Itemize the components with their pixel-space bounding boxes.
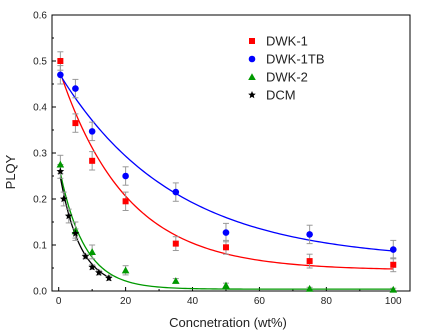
point-dwk-1: [222, 244, 229, 251]
point-dwk-2: [389, 285, 398, 293]
legend-label: DWK-2: [266, 70, 308, 85]
legend-marker-dcm: [248, 91, 256, 99]
fit-curve-dcm: [59, 177, 110, 278]
point-dcm: [95, 268, 103, 276]
point-dwk-2: [88, 248, 96, 255]
error-bars: [57, 51, 397, 292]
x-tick-label: 80: [321, 296, 333, 307]
y-tick-label: 0.4: [33, 103, 47, 114]
axes: 0 20 40 60 80 100 0.0 0.1 0.2 0.3 0.4 0.5 0.6: [33, 11, 411, 307]
y-axis-label: PLQY: [3, 154, 18, 189]
point-dwk-1: [72, 120, 79, 127]
point-dwk-2: [305, 284, 314, 292]
y-tick-label: 0.5: [33, 57, 47, 68]
point-dcm: [81, 252, 90, 260]
point-dwk-1: [172, 240, 179, 247]
x-tick-label: 60: [254, 296, 266, 307]
data-points: [56, 58, 398, 293]
y-tick-label: 0.3: [33, 149, 47, 160]
point-dwk-1: [306, 258, 313, 265]
x-axis-label: Concnetration (wt%): [169, 315, 287, 330]
point-dwk-2: [171, 277, 180, 284]
point-dwk-1: [390, 261, 397, 268]
point-dwk-1tb: [57, 71, 64, 79]
point-dwk-1: [122, 198, 129, 205]
y-tick-label: 0.2: [33, 195, 47, 206]
x-tick-label: 0: [56, 296, 62, 307]
point-dwk-1tb: [122, 172, 129, 180]
x-tick-label: 40: [187, 296, 199, 307]
point-dwk-1tb: [88, 128, 96, 135]
point-dwk-1: [89, 157, 96, 164]
point-dwk-1tb: [389, 246, 397, 253]
legend-marker-dwk-1: [249, 38, 255, 44]
point-dwk-1tb: [222, 229, 230, 236]
legend: DWK-1 DWK-1TB DWK-2 DCM: [248, 34, 325, 103]
point-dwk-1tb: [72, 85, 79, 92]
y-tick-label: 0.6: [33, 11, 47, 22]
legend-label: DWK-1TB: [266, 52, 325, 67]
fit-curve-dwk-1: [59, 72, 394, 270]
point-dcm: [56, 167, 65, 175]
y-tick-label: 0.0: [33, 287, 47, 298]
point-dcm: [71, 229, 80, 237]
point-dcm: [59, 195, 68, 203]
point-dwk-2: [121, 266, 130, 274]
fit-curve-dwk-1tb: [59, 74, 394, 252]
point-dcm: [64, 212, 73, 220]
point-dcm: [105, 274, 113, 282]
legend-label: DWK-1: [266, 34, 308, 49]
x-tick-label: 100: [385, 296, 402, 307]
y-tick-label: 0.1: [33, 241, 47, 252]
legend-marker-dwk-2: [248, 73, 256, 81]
x-tick-label: 20: [120, 296, 132, 307]
point-dwk-1tb: [306, 231, 313, 238]
fit-curve-dwk-2: [59, 172, 394, 290]
point-dwk-1: [57, 58, 64, 64]
fit-curves: [59, 72, 394, 290]
point-dwk-2: [56, 160, 65, 168]
point-dcm: [88, 263, 96, 271]
point-dwk-2: [222, 281, 230, 289]
legend-marker-dwk-1tb: [248, 55, 256, 63]
point-dwk-1tb: [172, 188, 180, 196]
plot-frame: [51, 14, 411, 292]
legend-label: DCM: [266, 88, 296, 103]
